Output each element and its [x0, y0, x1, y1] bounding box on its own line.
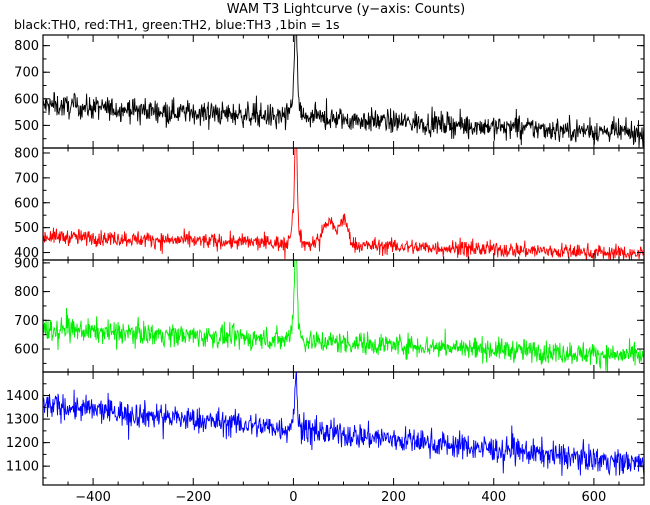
y-tick-label: 400	[14, 246, 39, 261]
y-tick-label: 700	[14, 171, 39, 186]
x-tick-label: 0	[289, 490, 297, 505]
y-tick-label: 1300	[6, 413, 39, 428]
x-tick-label: −400	[75, 490, 111, 505]
x-tick-label: −200	[175, 490, 211, 505]
y-tick-label: 1100	[6, 460, 39, 475]
y-tick-label: 500	[14, 221, 39, 236]
y-tick-label: 900	[14, 256, 39, 271]
series-line-th1	[43, 148, 644, 260]
x-axis: −400 −200 0 200 400 600	[75, 490, 606, 505]
panel-frame	[42, 147, 645, 261]
y-tick-label: 600	[14, 196, 39, 211]
y-tick-label: 1400	[6, 389, 39, 404]
y-tick-label: 800	[14, 146, 39, 161]
x-tick-label: 400	[481, 490, 506, 505]
x-tick-label: 200	[381, 490, 406, 505]
y-tick-label: 700	[14, 66, 39, 81]
chart-title: WAM T3 Lightcurve (y−axis: Counts)	[227, 2, 465, 17]
y-tick-label: 1200	[6, 436, 39, 451]
y-tick-label: 600	[14, 343, 39, 358]
y-tick-label: 600	[14, 92, 39, 107]
panels-group: 500 600 700 800 400 500 600 700 800 600 700 800 900 1…	[6, 34, 645, 486]
x-tick-label: 600	[582, 490, 607, 505]
panel-th3: 1100 1200 1300 1400	[6, 371, 645, 486]
panel-th2: 600 700 800 900	[14, 256, 645, 373]
series-line-th2	[43, 260, 644, 372]
y-tick-label: 800	[14, 285, 39, 300]
y-tick-label: 800	[14, 39, 39, 54]
panel-th1: 400 500 600 700 800	[14, 146, 645, 261]
chart-subtitle: black:TH0, red:TH1, green:TH2, blue:TH3 …	[14, 17, 340, 32]
series-line-th3	[43, 372, 644, 477]
series-line-th0	[43, 35, 644, 148]
y-tick-label: 500	[14, 119, 39, 134]
y-tick-label: 700	[14, 314, 39, 329]
